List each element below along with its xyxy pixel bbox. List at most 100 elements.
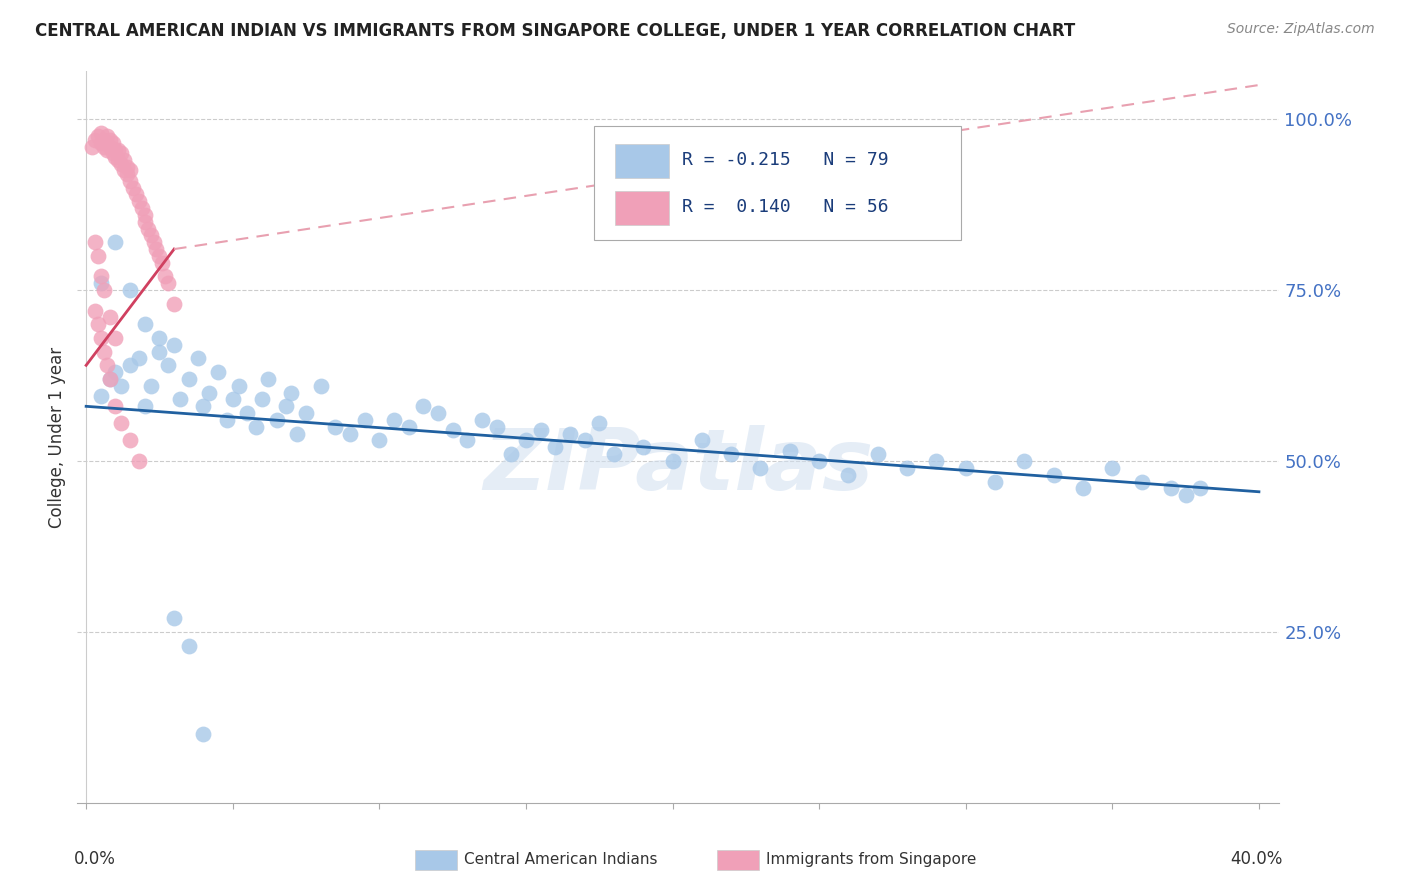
- Point: [134, 400, 156, 414]
- Point: [808, 454, 831, 468]
- Point: [588, 417, 610, 431]
- Point: [245, 420, 267, 434]
- Point: [96, 143, 118, 157]
- Point: [603, 447, 626, 461]
- Point: [148, 331, 170, 345]
- Point: [441, 423, 464, 437]
- Point: [529, 423, 551, 437]
- Point: [779, 443, 801, 458]
- Point: [110, 417, 132, 431]
- Text: CENTRAL AMERICAN INDIAN VS IMMIGRANTS FROM SINGAPORE COLLEGE, UNDER 1 YEAR CORRE: CENTRAL AMERICAN INDIAN VS IMMIGRANTS FR…: [35, 22, 1076, 40]
- Point: [515, 434, 537, 448]
- Point: [122, 180, 145, 194]
- Point: [90, 269, 112, 284]
- Point: [142, 235, 165, 250]
- Point: [339, 426, 361, 441]
- Point: [155, 269, 177, 284]
- Point: [115, 160, 138, 174]
- Point: [87, 249, 110, 263]
- Point: [285, 426, 308, 441]
- Point: [412, 400, 434, 414]
- Point: [382, 413, 405, 427]
- Text: R =  0.140   N = 56: R = 0.140 N = 56: [682, 198, 889, 216]
- Point: [274, 400, 297, 414]
- Point: [1189, 481, 1212, 495]
- Point: [309, 379, 332, 393]
- Point: [250, 392, 273, 407]
- Point: [136, 221, 159, 235]
- Point: [574, 434, 596, 448]
- Point: [426, 406, 449, 420]
- Point: [98, 139, 121, 153]
- Point: [93, 133, 115, 147]
- Point: [163, 297, 186, 311]
- Point: [84, 235, 107, 250]
- Point: [222, 392, 245, 407]
- Point: [157, 277, 180, 291]
- Point: [98, 133, 121, 147]
- Point: [112, 163, 135, 178]
- Point: [139, 228, 162, 243]
- Point: [198, 385, 221, 400]
- Point: [120, 434, 142, 448]
- Point: [104, 400, 127, 414]
- Point: [125, 187, 148, 202]
- Point: [207, 365, 229, 379]
- Point: [104, 150, 127, 164]
- Point: [1042, 467, 1064, 482]
- Point: [128, 454, 150, 468]
- Point: [280, 385, 302, 400]
- Point: [485, 420, 508, 434]
- FancyBboxPatch shape: [595, 126, 960, 240]
- Point: [955, 460, 977, 475]
- Point: [84, 303, 107, 318]
- Point: [90, 277, 112, 291]
- Point: [866, 447, 889, 461]
- Point: [110, 146, 132, 161]
- Text: 40.0%: 40.0%: [1230, 850, 1284, 868]
- Point: [236, 406, 259, 420]
- Text: 0.0%: 0.0%: [73, 850, 115, 868]
- Point: [104, 143, 127, 157]
- Point: [104, 331, 127, 345]
- Bar: [614, 144, 669, 178]
- Point: [325, 420, 347, 434]
- Point: [456, 434, 478, 448]
- Point: [148, 344, 170, 359]
- Point: [720, 447, 742, 461]
- Point: [353, 413, 375, 427]
- Point: [558, 426, 581, 441]
- Point: [101, 136, 124, 150]
- Point: [110, 156, 132, 170]
- Point: [150, 256, 173, 270]
- Point: [107, 143, 129, 157]
- Point: [84, 133, 107, 147]
- Point: [163, 338, 186, 352]
- Point: [90, 389, 112, 403]
- Point: [1160, 481, 1182, 495]
- Point: [193, 727, 215, 741]
- Point: [120, 359, 142, 373]
- Point: [1071, 481, 1094, 495]
- Point: [120, 163, 142, 178]
- Point: [128, 194, 150, 209]
- Text: Immigrants from Singapore: Immigrants from Singapore: [766, 853, 977, 867]
- Point: [120, 283, 142, 297]
- Point: [661, 454, 683, 468]
- Point: [1174, 488, 1197, 502]
- Point: [93, 139, 115, 153]
- Y-axis label: College, Under 1 year: College, Under 1 year: [48, 346, 66, 528]
- Point: [101, 146, 124, 161]
- Point: [837, 467, 859, 482]
- Point: [690, 434, 713, 448]
- Point: [104, 365, 127, 379]
- Point: [80, 139, 103, 153]
- Point: [398, 420, 420, 434]
- Point: [120, 174, 142, 188]
- Point: [96, 129, 118, 144]
- Point: [177, 639, 200, 653]
- Point: [115, 167, 138, 181]
- Point: [110, 379, 132, 393]
- Point: [631, 440, 654, 454]
- Point: [128, 351, 150, 366]
